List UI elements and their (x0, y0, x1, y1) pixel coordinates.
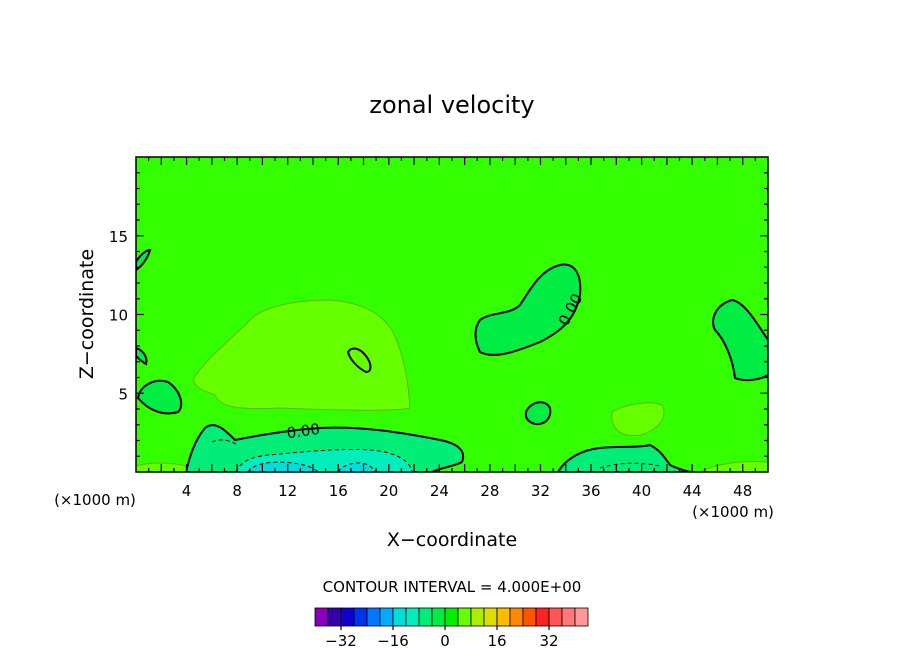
colorbar-swatch (392, 607, 407, 627)
colorbar-swatch (444, 607, 459, 627)
x-tick-label: 16 (329, 482, 348, 500)
x-tick-label: 20 (379, 482, 398, 500)
x-tick-label: 44 (683, 482, 702, 500)
y-tick-label: 5 (118, 385, 128, 403)
x-axis-label: X−coordinate (387, 529, 517, 551)
colorbar-swatch (535, 607, 550, 627)
contour-fill-regions (136, 248, 768, 472)
contour-region-inner-cyan-3 (337, 462, 377, 472)
contour-region-left-mid (136, 346, 148, 366)
contour-region-positive-upper (193, 299, 411, 411)
x-tick-label: 48 (733, 482, 752, 500)
colorbar-tick-labels: −32 −16 0 16 32 (325, 632, 558, 650)
plot-area (136, 157, 768, 472)
x-tick-label: 8 (232, 482, 242, 500)
colorbar-swatch (340, 607, 355, 627)
contour-label-1: 0.00 (286, 420, 322, 442)
axis-ticks (136, 157, 768, 472)
colorbar-tick-label: 32 (539, 632, 558, 650)
colorbar-swatch (483, 607, 498, 627)
contour-region-left-bump (136, 379, 183, 415)
x-tick-label: 36 (581, 482, 600, 500)
colorbar-swatch (470, 607, 485, 627)
colorbar-swatch (418, 607, 433, 627)
colorbar-swatch (353, 607, 368, 627)
contour-dashed-lower (211, 439, 239, 447)
colorbar-tick-label: 16 (487, 632, 506, 650)
x-unit-left: (×1000 m) (54, 491, 136, 509)
x-tick-label: 12 (278, 482, 297, 500)
colorbar-swatch (314, 607, 329, 627)
colorbar-swatch (509, 607, 524, 627)
colorbar-tick-label: 0 (440, 632, 450, 650)
y-tick-label: 10 (109, 307, 128, 325)
x-tick-label: 32 (531, 482, 550, 500)
colorbar-swatch (561, 607, 576, 627)
colorbar-swatch (522, 607, 537, 627)
contour-region-small-blob (524, 401, 552, 426)
colorbar-swatch (574, 607, 589, 627)
colorbar-swatch (327, 607, 342, 627)
x-tick-label: 40 (632, 482, 651, 500)
contour-region-positive-lower (611, 402, 665, 437)
chart-title: zonal velocity (369, 91, 534, 119)
colorbar-swatch (379, 607, 394, 627)
contour-interval-text: CONTOUR INTERVAL = 4.000E+00 (323, 578, 582, 596)
colorbar-swatch (548, 607, 563, 627)
contour-closed-loop (346, 347, 372, 374)
colorbar-tick-label: −16 (377, 632, 409, 650)
x-tick-label: 24 (430, 482, 449, 500)
colorbar-swatch (366, 607, 381, 627)
colorbar-swatch (405, 607, 420, 627)
contour-region-right-edge (712, 298, 768, 382)
x-tick-label: 28 (480, 482, 499, 500)
x-tick-label: 4 (182, 482, 192, 500)
contour-dashed-lower-right (599, 462, 661, 469)
x-unit-right: (×1000 m) (692, 503, 774, 521)
colorbar-swatch (457, 607, 472, 627)
y-axis-label: Z−coordinate (76, 249, 98, 379)
contour-region-upper-right (474, 263, 582, 356)
colorbar (314, 607, 589, 630)
y-tick-label: 15 (109, 228, 128, 246)
colorbar-tick-label: −32 (325, 632, 357, 650)
colorbar-swatch (496, 607, 511, 627)
colorbar-swatch (431, 607, 446, 627)
